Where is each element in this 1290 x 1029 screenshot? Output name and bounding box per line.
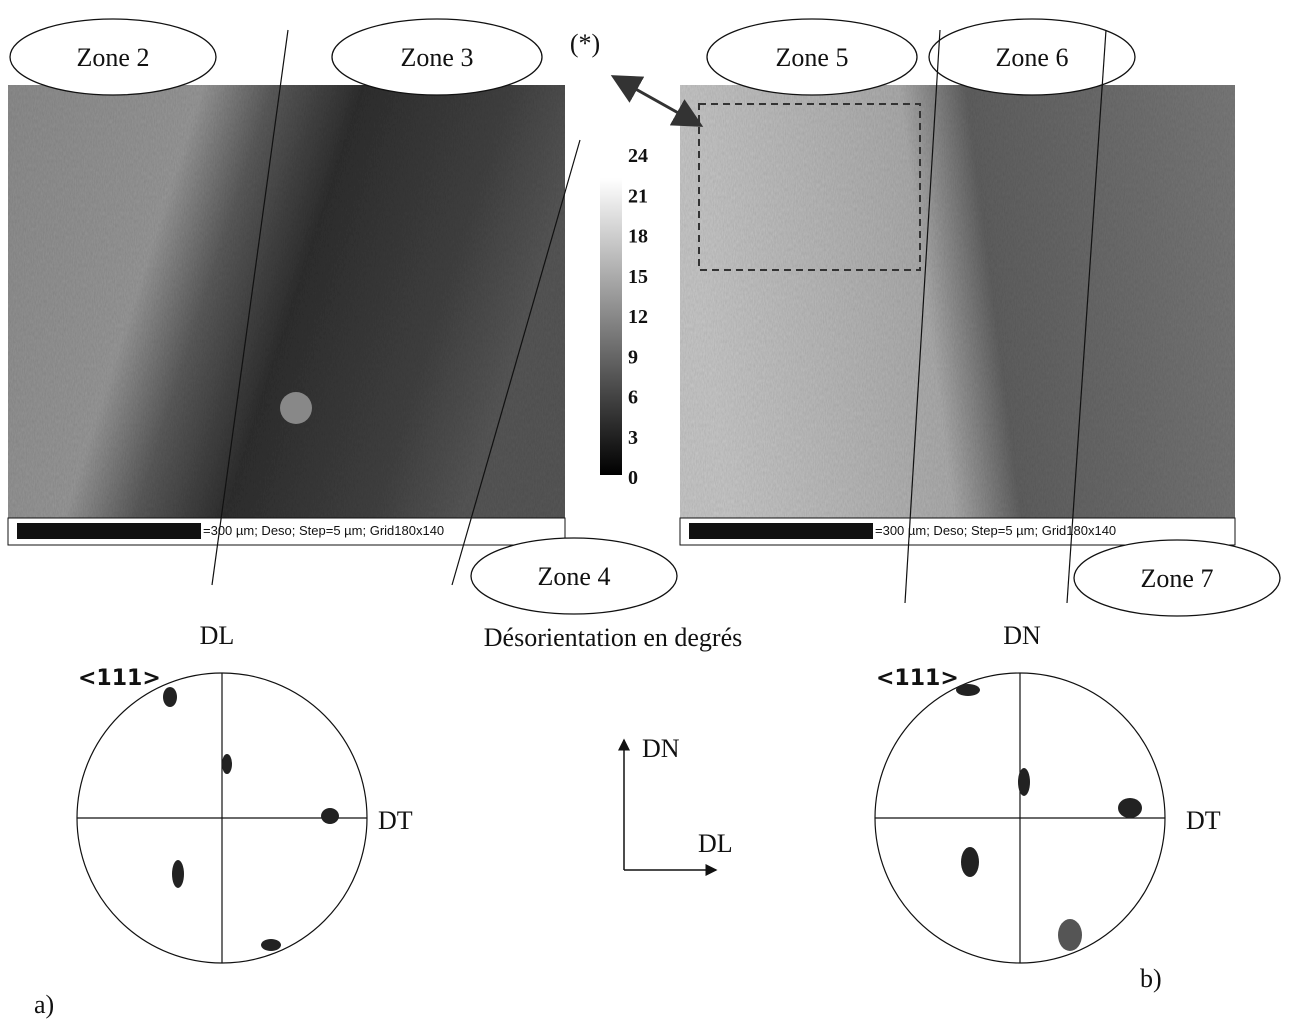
colorbar-tick-label: 24: [628, 145, 648, 167]
colorbar-ticks: 24 21 18 15 12 9 6 3 0: [628, 145, 648, 489]
colorbar-tick-label: 0: [628, 467, 638, 489]
panel-tag: b): [1140, 964, 1162, 993]
zone-label: Zone 4: [538, 562, 611, 591]
map-b: [680, 85, 1235, 518]
zone-label: Zone 3: [401, 43, 474, 72]
zone-ellipse: [470, 537, 678, 615]
zone-ellipse: [706, 18, 918, 96]
colorbar-tick-label: 15: [628, 266, 648, 288]
colorbar: [600, 178, 622, 475]
marker-label: (*): [570, 29, 600, 58]
direction-label: DL: [200, 621, 235, 650]
inclusion: [280, 392, 312, 424]
colorbar-tick-label: 18: [628, 226, 648, 248]
axis-label: DL: [698, 829, 733, 858]
pole-label: <111>: [78, 666, 161, 691]
zone-label: Zone 7: [1141, 564, 1214, 593]
selection-box: [698, 103, 921, 271]
direction-label: DT: [1186, 806, 1221, 835]
colorbar-caption: Désorientation en degrés: [484, 623, 742, 652]
scale-bar: [689, 523, 873, 539]
direction-label: DT: [378, 806, 413, 835]
zone-label: Zone 6: [996, 43, 1069, 72]
double-arrow: [610, 75, 704, 127]
boundary-line: [451, 139, 581, 586]
pole-spots: [956, 684, 1142, 951]
colorbar-tick-label: 12: [628, 306, 648, 328]
colorbar-tick-label: 21: [628, 185, 648, 207]
boundary-line: [1066, 29, 1107, 604]
panel-tag: a): [34, 990, 54, 1019]
boundary-line: [904, 29, 941, 604]
pole-label: <111>: [876, 666, 959, 691]
zone-ellipse: [1073, 539, 1281, 617]
zone-ellipse: [9, 18, 217, 96]
axis-label: DN: [642, 734, 680, 763]
scale-bar: [17, 523, 201, 539]
colorbar-tick-label: 6: [628, 387, 638, 409]
colorbar-tick-label: 3: [628, 427, 638, 449]
colorbar-tick-label: 9: [628, 346, 638, 368]
pole-spots: [163, 687, 339, 951]
direction-label: DN: [1003, 621, 1041, 650]
zone-label: Zone 5: [776, 43, 849, 72]
scale-text: =300 µm; Deso; Step=5 µm; Grid180x140: [875, 523, 1116, 538]
zone-ellipse: [331, 18, 543, 96]
scale-text: =300 µm; Deso; Step=5 µm; Grid180x140: [203, 523, 444, 538]
zone-label: Zone 2: [77, 43, 150, 72]
zone-ellipse: [928, 18, 1136, 96]
boundary-line: [211, 29, 289, 586]
map-a: [8, 85, 565, 518]
